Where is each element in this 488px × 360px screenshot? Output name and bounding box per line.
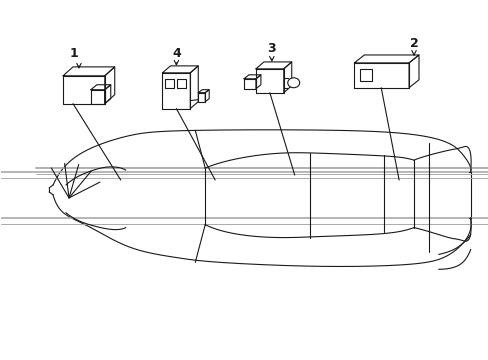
Bar: [177, 79, 186, 88]
Text: 1: 1: [69, 48, 78, 60]
Text: 2: 2: [409, 37, 418, 50]
Text: 4: 4: [172, 48, 181, 60]
Ellipse shape: [287, 78, 299, 88]
Bar: [165, 79, 174, 88]
Bar: [360, 69, 371, 81]
Text: 3: 3: [267, 41, 276, 54]
